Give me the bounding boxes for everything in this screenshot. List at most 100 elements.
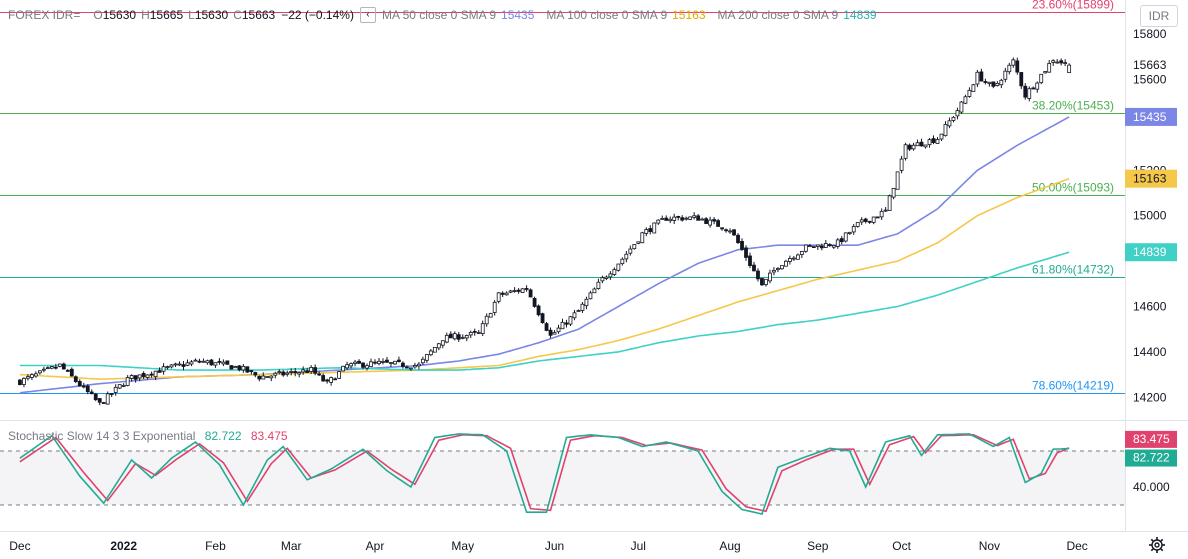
ma-value-badge-text: 15435 <box>1133 110 1167 124</box>
candle-body <box>113 386 118 393</box>
candle-body <box>748 255 752 266</box>
candle-body <box>105 393 110 405</box>
candle-body <box>839 238 844 243</box>
candle-body <box>181 364 186 367</box>
candle-body <box>740 241 744 250</box>
candle-body <box>464 335 469 339</box>
candle-body <box>799 251 804 255</box>
candle-body <box>963 96 968 104</box>
gear-icon[interactable] <box>1148 536 1166 554</box>
ma50-label[interactable]: MA 50 close 0 SMA 9 <box>381 8 497 22</box>
candle-body <box>644 229 649 234</box>
candle-body <box>536 305 541 316</box>
candle-body <box>716 220 720 227</box>
collapse-legend-button[interactable]: ‹ <box>359 7 376 23</box>
candle-body <box>576 310 581 312</box>
candle-body <box>680 217 685 221</box>
price-tick-label: 15800 <box>1133 27 1167 41</box>
candle-body <box>37 370 42 374</box>
candle-body <box>600 277 605 282</box>
candle-body <box>528 289 533 298</box>
candle-body <box>596 281 601 289</box>
ma100-value: 15163 <box>672 8 706 22</box>
candle-body <box>1035 82 1040 90</box>
candle-body <box>412 365 417 368</box>
candle-body <box>684 217 689 220</box>
candle-body <box>895 171 900 190</box>
candle-body <box>855 222 860 227</box>
candle-body <box>341 365 345 372</box>
candle-body <box>724 229 728 232</box>
candle-body <box>97 398 102 403</box>
candle-body <box>931 138 936 143</box>
candle-body <box>676 216 681 218</box>
candle-body <box>241 366 246 371</box>
candle-body <box>133 375 138 380</box>
candle-body <box>165 366 170 368</box>
candle-body <box>365 365 369 369</box>
candle-body <box>736 234 740 244</box>
candle-body <box>1063 62 1068 64</box>
candle-body <box>201 360 206 363</box>
candle-body <box>49 366 54 369</box>
candle-body <box>811 246 816 248</box>
candle-body <box>101 402 106 404</box>
candle-body <box>369 361 373 367</box>
candle-body <box>237 365 242 371</box>
candle-body <box>193 359 198 362</box>
ma100-label[interactable]: MA 100 close 0 SMA 9 <box>546 8 668 22</box>
candle-body <box>22 377 26 385</box>
time-tick-label: 2022 <box>110 539 137 553</box>
candle-body <box>560 321 565 330</box>
candle-body <box>337 371 341 379</box>
candle-body <box>959 101 964 113</box>
candle-body <box>572 312 577 319</box>
stochastic-value-badge-text: 82.722 <box>1133 451 1170 465</box>
candle-body <box>456 334 461 340</box>
currency-button[interactable]: IDR <box>1140 5 1178 27</box>
last-price-label: 15663 <box>1133 58 1167 72</box>
candle-body <box>1031 87 1036 90</box>
candle-body <box>592 288 597 294</box>
candle-body <box>995 83 1000 86</box>
candle-body <box>452 333 457 340</box>
candle-body <box>69 368 74 377</box>
candle-body <box>389 362 393 364</box>
candle-body <box>397 359 401 362</box>
candle-body <box>660 218 665 220</box>
candle-body <box>768 272 772 282</box>
candle-body <box>57 363 62 367</box>
candle-body <box>508 290 513 293</box>
open-label: O <box>93 8 103 22</box>
candle-body <box>760 278 764 286</box>
stochastic-band <box>0 451 1125 505</box>
candle-body <box>1007 64 1012 73</box>
stochastic-k-value: 82.722 <box>204 429 242 443</box>
candle-body <box>233 366 238 369</box>
candle-body <box>875 216 880 219</box>
fib-level-label: 38.20%(15453) <box>1032 99 1114 113</box>
candle-body <box>999 79 1004 86</box>
candle-body <box>851 226 856 233</box>
symbol-label[interactable]: FOREX IDR= <box>8 8 81 22</box>
candle-body <box>381 361 385 363</box>
candle-body <box>401 362 405 367</box>
price-tick-label: 14200 <box>1133 390 1167 404</box>
candle-body <box>636 241 641 244</box>
candle-body <box>951 116 956 121</box>
candle-body <box>480 323 485 334</box>
candle-body <box>345 364 349 369</box>
candle-body <box>584 298 589 307</box>
time-tick-label: Feb <box>205 539 226 553</box>
low-label: L <box>188 8 195 22</box>
candle-body <box>915 142 920 147</box>
candle-body <box>728 230 732 233</box>
stochastic-label[interactable]: Stochastic Slow 14 3 3 Exponential <box>8 429 196 443</box>
candle-body <box>939 133 944 140</box>
candle-body <box>229 365 234 370</box>
candle-body <box>692 215 697 218</box>
price-tick-label: 14600 <box>1133 299 1167 313</box>
ma200-label[interactable]: MA 200 close 0 SMA 9 <box>717 8 839 22</box>
